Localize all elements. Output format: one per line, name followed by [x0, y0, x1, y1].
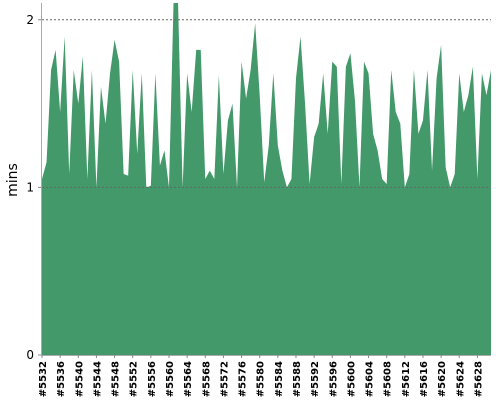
x-tick-label: #5540 [74, 361, 85, 397]
x-tick-label: #5584 [274, 361, 285, 397]
x-tick-label: #5552 [129, 361, 140, 397]
y-tick-label: 1 [26, 180, 34, 194]
x-tick-label: #5568 [201, 361, 212, 397]
x-tick-label: #5600 [346, 361, 357, 397]
x-tick-label: #5560 [165, 361, 176, 397]
x-tick-label: #5616 [419, 361, 430, 397]
x-tick-label: #5624 [455, 361, 466, 397]
x-tick-label: #5572 [219, 361, 230, 397]
x-tick-label: #5564 [183, 361, 194, 397]
area [42, 3, 491, 355]
x-tick-label: #5628 [473, 361, 484, 397]
y-tick-label: 0 [26, 348, 34, 362]
x-tick-label: #5576 [238, 361, 249, 397]
y-axis-label: mins [5, 163, 21, 197]
x-tick-label: #5544 [92, 361, 103, 397]
x-tick-label: #5588 [292, 361, 303, 397]
x-tick-label: #5604 [365, 361, 376, 397]
x-tick-label: #5532 [38, 361, 49, 397]
x-tick-label: #5580 [256, 361, 267, 397]
x-tick-label: #5536 [56, 361, 67, 397]
x-tick-label: #5620 [437, 361, 448, 397]
x-tick-label: #5612 [401, 361, 412, 397]
x-tick-label: #5608 [383, 361, 394, 397]
y-tick-label: 2 [26, 13, 34, 27]
x-tick-label: #5592 [310, 361, 321, 397]
x-tick-label: #5596 [328, 361, 339, 397]
x-tick-label: #5548 [111, 361, 122, 397]
x-tick-label: #5556 [147, 361, 158, 397]
